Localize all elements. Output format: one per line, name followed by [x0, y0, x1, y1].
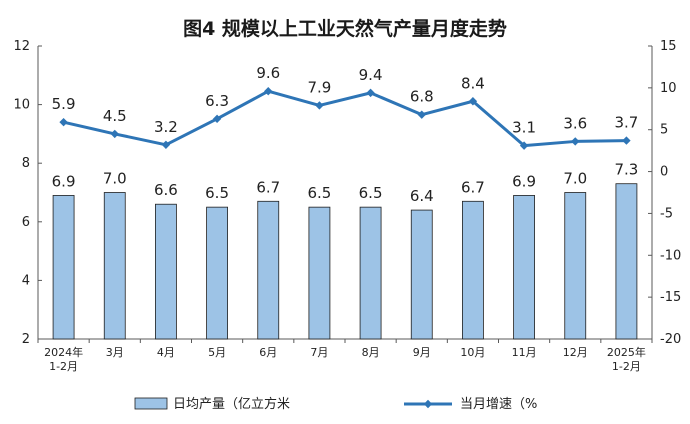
- line-data-label: 9.4: [359, 66, 383, 84]
- bar-data-label: 7.0: [103, 170, 127, 188]
- line-point: [212, 114, 222, 124]
- y-left-tick-label: 6: [22, 215, 30, 230]
- bar: [52, 195, 75, 340]
- bar: [308, 206, 331, 340]
- bar: [155, 203, 177, 340]
- line-point: [161, 140, 171, 149]
- line-point: [622, 136, 631, 145]
- line-data-label: 6.3: [205, 92, 229, 110]
- legend-bar-label: 日均产量（亿立方米: [173, 396, 290, 412]
- bar-data-label: 6.5: [307, 184, 331, 202]
- y-right-tick-label: -15: [660, 290, 681, 305]
- line-data-label: 3.7: [614, 114, 638, 132]
- line-data-label: 6.8: [410, 88, 434, 106]
- y-right-tick-label: -10: [660, 248, 681, 263]
- x-tick-label: 11月: [512, 346, 537, 359]
- line-point: [519, 141, 529, 150]
- x-tick-label: 5月: [208, 346, 226, 359]
- line-point: [366, 88, 375, 98]
- bar-data-label: 6.7: [461, 178, 485, 196]
- growth-line: [63, 89, 627, 148]
- y-right-tick-label: -5: [660, 206, 673, 221]
- line-series: 5.9 4.5 3.2 6.3 9.6 7.9 9.4 6.8 8.4 3.1 3.6 3.7: [52, 64, 638, 150]
- line-data-label: 3.2: [154, 118, 178, 136]
- x-tick-label: 8月: [362, 346, 380, 359]
- axes: 2 4 6 8 10 12 -20 -15 -10 -5 0 5 10 15 2024年 1-2月 3月 4月 5月…: [13, 39, 681, 373]
- line-point: [264, 87, 273, 96]
- bar-data-label: 6.6: [154, 181, 178, 199]
- x-tick-label: 12月: [563, 346, 588, 359]
- y-left-tick-label: 2: [22, 332, 30, 347]
- x-tick-label: 2024年 1-2月: [44, 345, 83, 373]
- bar: [257, 200, 280, 340]
- y-left-tick-label: 12: [13, 39, 30, 54]
- y-left-tick-label: 10: [13, 98, 30, 113]
- legend-line-marker: [423, 399, 433, 409]
- legend-bar-swatch: [134, 397, 168, 410]
- bar: [513, 195, 535, 340]
- x-tick-label: 6月: [259, 346, 277, 359]
- bar-series: 6.9 7.0 6.6 6.5 6.7 6.5 6.5 6.4 6.7 6.9 7.0 7.3: [52, 161, 638, 340]
- line-data-label: 7.9: [307, 78, 331, 96]
- line-point: [315, 101, 324, 110]
- line-point: [468, 97, 478, 106]
- line-data-label: 8.4: [461, 74, 485, 92]
- y-right-tick-label: 15: [660, 39, 677, 54]
- y-left-tick-label: 4: [22, 273, 30, 288]
- x-tick-label: 10月: [460, 346, 485, 359]
- y-left-tick-label: 8: [22, 156, 30, 171]
- line-point: [571, 137, 580, 146]
- y-right-tick-label: -20: [660, 332, 681, 347]
- line-point: [417, 110, 426, 119]
- line-data-label: 4.5: [103, 107, 127, 125]
- bar-data-label: 6.4: [410, 187, 434, 205]
- bar-data-label: 6.5: [359, 184, 383, 202]
- x-tick-label: 4月: [157, 346, 175, 359]
- x-tick-label: 2025年 1-2月: [607, 345, 646, 373]
- chart-title: 图4 规模以上工业天然气产量月度走势: [183, 17, 507, 40]
- bar: [359, 206, 382, 340]
- y-right-tick-label: 10: [660, 81, 677, 96]
- bar-data-label: 6.5: [205, 184, 229, 202]
- x-tick-label: 7月: [310, 346, 328, 359]
- bar-data-label: 7.0: [563, 170, 587, 188]
- bar-data-label: 6.9: [52, 172, 76, 190]
- legend: 日均产量（亿立方米 当月增速（%: [134, 396, 537, 412]
- line-point: [59, 117, 68, 127]
- bar: [103, 192, 126, 340]
- legend-line-label: 当月增速（%: [460, 397, 537, 412]
- bar: [615, 183, 638, 340]
- bar-data-label: 7.3: [614, 161, 638, 179]
- bar-data-label: 6.7: [256, 178, 280, 196]
- bar: [410, 209, 433, 340]
- bar: [206, 206, 228, 340]
- x-tick-label: 9月: [413, 346, 431, 359]
- y-right-tick-label: 5: [660, 123, 668, 138]
- bar: [462, 200, 484, 340]
- x-tick-label: 3月: [106, 346, 124, 359]
- bar: [564, 192, 587, 340]
- line-data-label: 5.9: [52, 95, 76, 113]
- line-data-label: 9.6: [256, 64, 280, 82]
- y-right-tick-label: 0: [660, 165, 668, 180]
- line-point: [110, 129, 119, 139]
- line-data-label: 3.6: [563, 114, 587, 132]
- bar-data-label: 6.9: [512, 172, 536, 190]
- line-data-label: 3.1: [512, 119, 536, 137]
